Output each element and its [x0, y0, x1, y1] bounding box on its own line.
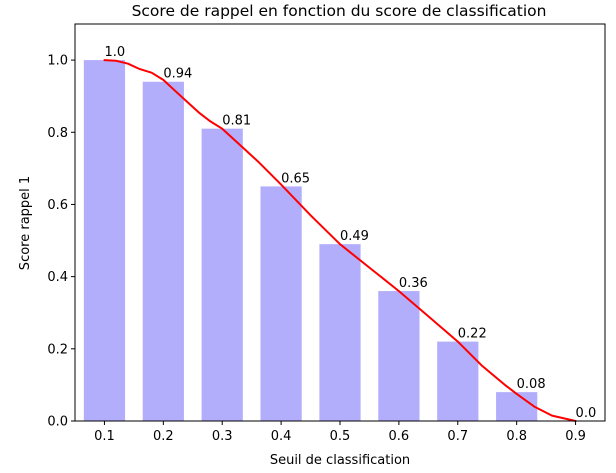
- y-tick-label-0.0: 0.0: [47, 415, 68, 430]
- x-axis-ticks: 0.1 0.2 0.3 0.4 0.5 0.6 0.7 0.8 0.9: [94, 421, 586, 444]
- x-tick-label-0.8: 0.8: [506, 429, 527, 444]
- bar-0.5: [319, 244, 361, 421]
- y-axis-label: Score rappel 1: [18, 176, 33, 270]
- recall-curve-line: [103, 59, 577, 422]
- y-tick-label-1.0: 1.0: [47, 54, 68, 69]
- data-label-0.6: 0.36: [399, 276, 428, 291]
- x-tick-label-0.1: 0.1: [94, 429, 115, 444]
- data-labels-group: 1.0 0.94 0.81 0.65 0.49 0.36 0.22 0.08 0.0: [104, 45, 596, 421]
- y-tick-label-0.8: 0.8: [47, 126, 68, 141]
- x-axis-label: Seuil de classification: [270, 453, 410, 468]
- x-tick-label-0.7: 0.7: [447, 429, 468, 444]
- y-axis-ticks: 0.0 0.2 0.4 0.6 0.8 1.0: [47, 54, 75, 430]
- y-tick-label-0.4: 0.4: [47, 270, 68, 285]
- bar-0.2: [142, 81, 184, 421]
- x-tick-label-0.2: 0.2: [153, 429, 174, 444]
- bar-0.7: [437, 341, 479, 421]
- data-label-0.8: 0.08: [517, 377, 546, 392]
- bar-0.6: [378, 291, 420, 421]
- chart-title: Score de rappel en fonction du score de …: [132, 2, 547, 20]
- x-tick-label-0.4: 0.4: [271, 429, 292, 444]
- data-label-0.7: 0.22: [458, 327, 487, 342]
- line-group: [103, 59, 577, 422]
- data-label-0.4: 0.65: [281, 171, 310, 186]
- x-tick-label-0.5: 0.5: [330, 429, 351, 444]
- data-label-0.3: 0.81: [222, 114, 251, 129]
- bar-0.3: [201, 128, 243, 421]
- data-label-0.9: 0.0: [576, 406, 597, 421]
- x-tick-label-0.9: 0.9: [565, 429, 586, 444]
- bar-0.8: [496, 392, 538, 421]
- y-tick-label-0.6: 0.6: [47, 198, 68, 213]
- data-label-0.5: 0.49: [340, 229, 369, 244]
- y-tick-label-0.2: 0.2: [47, 342, 68, 357]
- data-label-0.1: 1.0: [104, 45, 125, 60]
- bars-group: [83, 60, 538, 421]
- bar-0.4: [260, 186, 302, 421]
- x-tick-label-0.3: 0.3: [212, 429, 233, 444]
- x-tick-label-0.6: 0.6: [389, 429, 410, 444]
- data-label-0.2: 0.94: [163, 67, 192, 82]
- bar-0.1: [83, 60, 126, 421]
